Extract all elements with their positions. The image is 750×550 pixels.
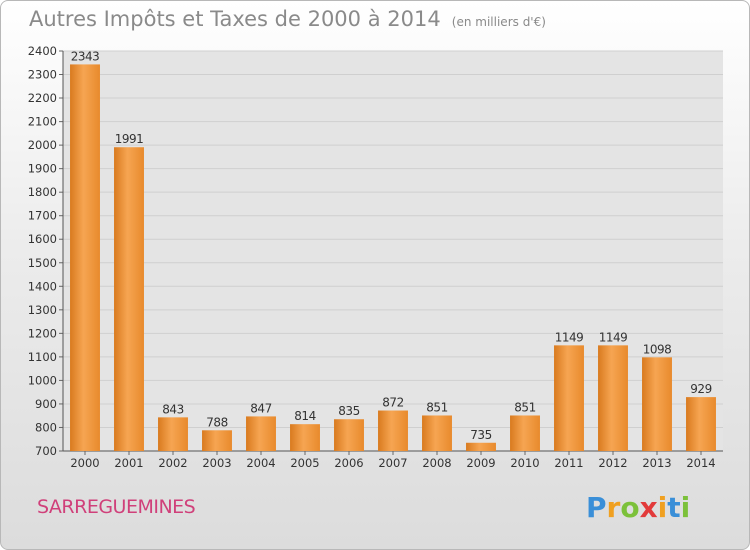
value-label: 814	[294, 409, 315, 423]
bar-2000	[70, 64, 100, 451]
value-label: 847	[250, 401, 271, 415]
value-label: 929	[690, 382, 711, 396]
y-tick-label: 2000	[28, 138, 57, 152]
x-tick-label: 2011	[554, 456, 583, 470]
bar-2007	[378, 410, 408, 451]
value-label: 835	[338, 404, 359, 418]
x-tick-label: 2014	[686, 456, 715, 470]
bar-2005	[290, 424, 320, 451]
bar-2010	[510, 415, 540, 451]
bar-2014	[686, 397, 716, 451]
logo-letter: o	[620, 491, 640, 524]
city-name: SARREGUEMINES	[37, 496, 196, 518]
y-tick-label: 1200	[28, 326, 57, 340]
value-label: 1098	[643, 342, 672, 356]
value-label: 851	[426, 400, 447, 414]
y-tick-label: 2200	[28, 91, 57, 105]
bar-2001	[114, 147, 144, 451]
logo-letter: i	[680, 491, 691, 524]
labels: 2343 1991 843 788 847 814 835 872 851 735 851 1149 1…	[71, 49, 712, 441]
chart-title: Autres Impôts et Taxes de 2000 à 2014	[29, 7, 441, 31]
x-tick-label: 2008	[422, 456, 451, 470]
y-tick-label: 1400	[28, 279, 57, 293]
unit-note: (en milliers d'€)	[451, 15, 546, 29]
x-tick-label: 2003	[202, 456, 231, 470]
y-tick-label: 2100	[28, 115, 57, 129]
x-tick-label: 2002	[158, 456, 187, 470]
logo-letter: t	[667, 491, 681, 524]
value-label: 2343	[71, 49, 100, 63]
y-tick-label: 1000	[28, 373, 57, 387]
value-label: 735	[470, 428, 491, 442]
axes: 700 800 900 1000 1100 1200 1300 1400 1500 1600 170…	[28, 44, 723, 470]
x-tick-label: 2007	[378, 456, 407, 470]
x-tick-label: 2006	[334, 456, 363, 470]
x-tick-label: 2012	[598, 456, 627, 470]
value-label: 872	[382, 396, 403, 410]
bar-2013	[642, 357, 672, 451]
bar-2012	[598, 345, 628, 451]
bar-2011	[554, 345, 584, 451]
logo-letter: P	[586, 491, 607, 524]
bar-2003	[202, 430, 232, 451]
bar-2006	[334, 419, 364, 451]
x-tick-label: 2000	[70, 456, 99, 470]
logo-letter: x	[639, 491, 658, 524]
y-tick-label: 700	[35, 444, 57, 458]
x-tick-label: 2004	[246, 456, 275, 470]
value-label: 851	[514, 400, 535, 414]
y-tick-label: 1300	[28, 303, 57, 317]
logo-letter: i	[657, 491, 668, 524]
y-tick-label: 900	[35, 397, 57, 411]
bar-2009	[466, 442, 496, 451]
value-label: 843	[162, 402, 183, 416]
bar-2004	[246, 416, 276, 451]
y-tick-label: 1800	[28, 185, 57, 199]
y-tick-label: 1500	[28, 256, 57, 270]
y-tick-label: 1900	[28, 162, 57, 176]
proxiti-logo[interactable]: Proxiti	[586, 491, 690, 524]
x-tick-label: 2005	[290, 456, 319, 470]
value-label: 1149	[599, 330, 628, 344]
y-tick-label: 1700	[28, 209, 57, 223]
logo-letter: r	[606, 491, 621, 524]
y-tick-label: 800	[35, 420, 57, 434]
y-tick-label: 1100	[28, 350, 57, 364]
value-label: 788	[206, 415, 227, 429]
bar-2008	[422, 415, 452, 451]
x-tick-label: 2009	[466, 456, 495, 470]
y-tick-label: 2300	[28, 68, 57, 82]
bars	[70, 64, 716, 451]
x-tick-label: 2013	[642, 456, 671, 470]
title-block: Autres Impôts et Taxes de 2000 à 2014 (e…	[29, 7, 546, 31]
y-tick-label: 1600	[28, 232, 57, 246]
y-tick-label: 2400	[28, 44, 57, 58]
x-tick-label: 2010	[510, 456, 539, 470]
value-label: 1991	[115, 132, 144, 146]
x-tick-label: 2001	[114, 456, 143, 470]
bar-2002	[158, 417, 188, 451]
value-label: 1149	[555, 330, 584, 344]
